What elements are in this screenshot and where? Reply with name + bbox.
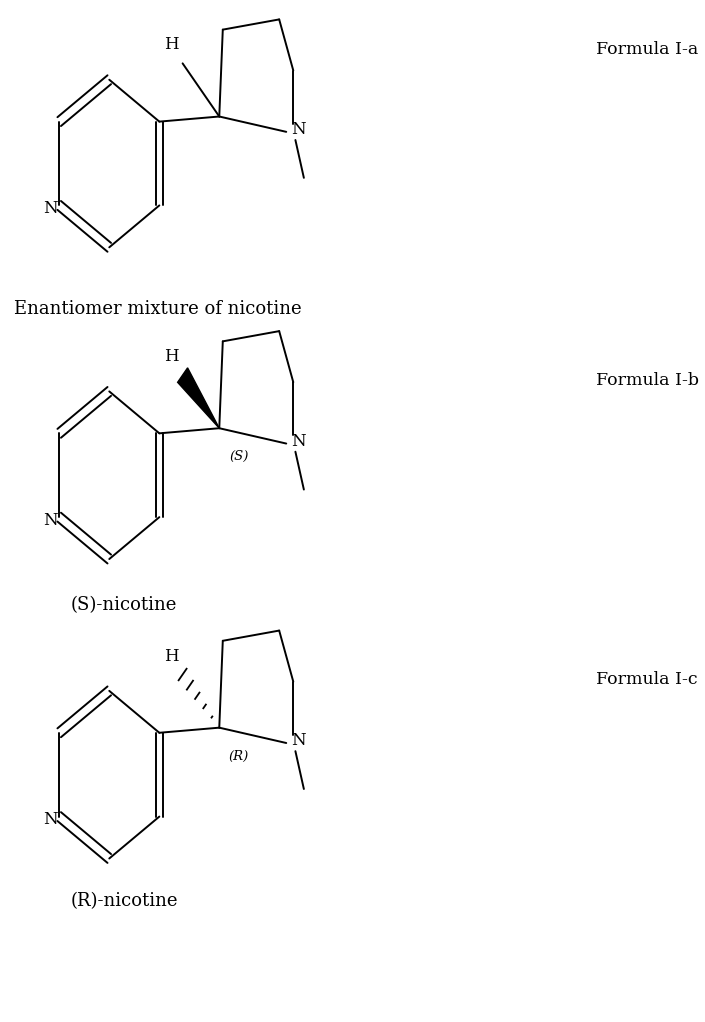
- Text: H: H: [164, 37, 178, 53]
- Text: (R): (R): [229, 750, 249, 762]
- Text: H: H: [164, 349, 178, 365]
- Text: N: N: [292, 122, 306, 138]
- Text: (R)-nicotine: (R)-nicotine: [70, 892, 178, 911]
- Text: N: N: [292, 433, 306, 450]
- Text: N: N: [43, 512, 57, 528]
- Text: (S)-nicotine: (S)-nicotine: [70, 596, 177, 614]
- Text: Formula I-b: Formula I-b: [596, 372, 699, 388]
- Text: H: H: [164, 648, 178, 664]
- Text: N: N: [43, 811, 57, 828]
- Text: Enantiomer mixture of nicotine: Enantiomer mixture of nicotine: [14, 299, 302, 318]
- Text: N: N: [43, 200, 57, 217]
- Text: (S): (S): [229, 451, 249, 463]
- Polygon shape: [178, 368, 219, 428]
- Text: Formula I-c: Formula I-c: [596, 671, 697, 688]
- Text: Formula I-a: Formula I-a: [596, 41, 698, 57]
- Text: N: N: [292, 733, 306, 749]
